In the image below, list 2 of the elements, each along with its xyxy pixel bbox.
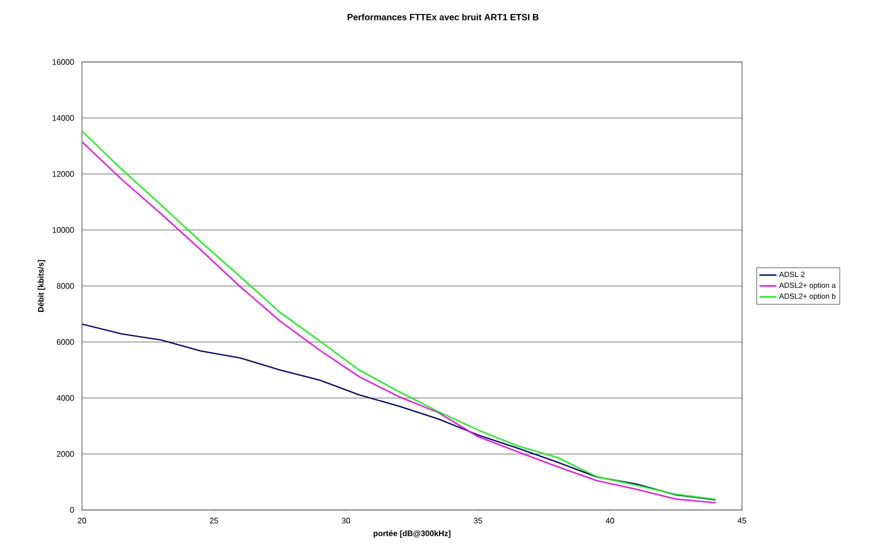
- chart-title: Performances FTTEx avec bruit ART1 ETSI B: [348, 14, 538, 20]
- line-series: [82, 323, 716, 501]
